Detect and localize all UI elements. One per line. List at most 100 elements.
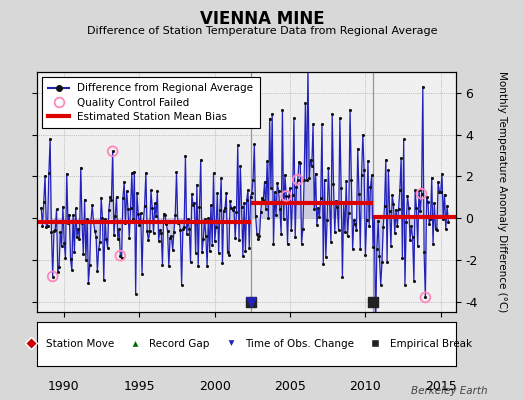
Point — [50, 227, 58, 234]
Point — [246, 194, 255, 200]
Point — [187, 259, 195, 265]
Point — [156, 227, 164, 233]
Point — [293, 176, 302, 183]
Point — [264, 215, 272, 222]
Point — [421, 294, 430, 300]
Point — [310, 206, 319, 212]
Point — [405, 204, 413, 211]
Point — [155, 237, 163, 244]
Point — [366, 184, 375, 190]
Point — [390, 230, 399, 236]
Point — [338, 274, 346, 280]
Point — [132, 290, 140, 297]
Text: 2005: 2005 — [274, 380, 306, 393]
Point — [112, 194, 121, 200]
Point — [311, 170, 320, 177]
Point — [222, 190, 231, 196]
Point — [43, 223, 52, 229]
Point — [149, 230, 158, 237]
Point — [163, 228, 172, 234]
Point — [408, 234, 417, 240]
Point — [430, 200, 439, 206]
Point — [276, 205, 284, 212]
Point — [333, 204, 342, 210]
Point — [188, 191, 196, 197]
Point — [49, 273, 57, 280]
Point — [121, 220, 129, 226]
Point — [198, 249, 206, 255]
Point — [269, 241, 278, 248]
Point — [166, 234, 174, 241]
Point — [137, 210, 145, 217]
Point — [266, 115, 274, 122]
Point — [341, 228, 349, 235]
Point — [69, 212, 78, 218]
Point — [260, 179, 269, 185]
Point — [399, 136, 408, 143]
Point — [288, 192, 297, 198]
Point — [380, 203, 389, 210]
Point — [267, 185, 275, 192]
Point — [355, 190, 363, 197]
Point — [254, 235, 263, 242]
Point — [79, 251, 88, 257]
Point — [316, 195, 325, 201]
Point — [191, 250, 200, 256]
Point — [232, 208, 241, 215]
Point — [45, 170, 53, 176]
Point — [214, 249, 223, 256]
Point — [395, 206, 403, 212]
Point — [94, 246, 103, 252]
Point — [226, 198, 234, 204]
Point — [115, 226, 123, 232]
Point — [223, 249, 232, 256]
Point — [173, 220, 182, 226]
Point — [240, 200, 248, 206]
Point — [111, 213, 119, 219]
Point — [440, 192, 449, 198]
Point — [213, 190, 222, 196]
Point — [384, 166, 392, 173]
Point — [182, 231, 191, 237]
Point — [227, 205, 236, 212]
Point — [125, 235, 134, 241]
Point — [103, 244, 112, 251]
Point — [439, 216, 447, 222]
Point — [420, 249, 428, 256]
Point — [257, 209, 265, 215]
Point — [429, 241, 437, 247]
Point — [194, 263, 202, 269]
Point — [172, 169, 181, 176]
Point — [417, 190, 425, 197]
Point — [327, 238, 335, 245]
Point — [419, 84, 427, 90]
Point — [170, 228, 178, 235]
Point — [282, 193, 290, 199]
Point — [40, 199, 48, 205]
Point — [261, 206, 270, 212]
Point — [412, 205, 421, 212]
Point — [56, 229, 64, 236]
Point — [292, 184, 301, 190]
Point — [389, 201, 398, 208]
Point — [352, 227, 361, 233]
Point — [411, 187, 419, 194]
Point — [298, 240, 306, 247]
Point — [200, 216, 209, 222]
Point — [373, 246, 381, 252]
Text: 1990: 1990 — [48, 380, 80, 393]
Point — [93, 268, 102, 274]
Point — [364, 158, 372, 164]
Point — [68, 267, 76, 274]
Point — [370, 212, 378, 219]
Point — [58, 242, 66, 249]
Point — [268, 110, 276, 117]
Point — [179, 226, 187, 232]
Point — [393, 223, 401, 230]
Point — [255, 233, 264, 240]
Point — [282, 193, 290, 199]
Point — [401, 282, 409, 288]
Point — [250, 141, 258, 148]
Point — [88, 202, 96, 208]
Point — [258, 195, 266, 201]
